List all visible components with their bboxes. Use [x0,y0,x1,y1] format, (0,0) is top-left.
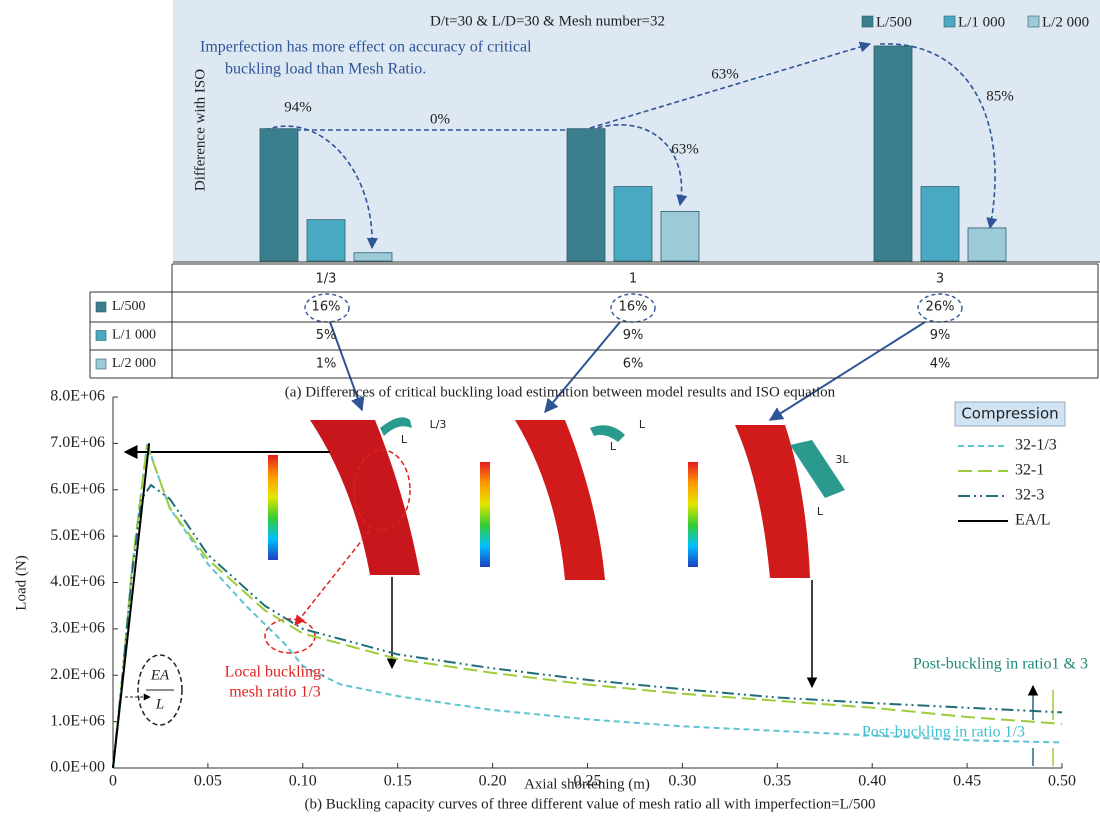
bar [260,129,298,261]
y-tick-label: 5.0E+06 [50,527,105,544]
figure: D/t=30 & L/D=30 & Mesh number=32 Differe… [0,0,1100,818]
annotation: Post-buckling in ratio 1/3 [862,724,1025,741]
legend-label: 32-3 [1015,487,1044,504]
annotation: EA [150,667,170,683]
inset-label: L [401,433,408,446]
legend-label: L/2 000 [1042,14,1089,30]
category-label: 1/3 [316,272,337,287]
x-tick-label: 0.40 [858,773,886,790]
bar [354,253,392,261]
change-label: 94% [284,99,312,115]
legend-label: 32-1/3 [1015,437,1057,454]
annotation: mesh ratio 1/3 [229,684,321,701]
category-label: 1 [629,272,637,287]
legend-swatch [1028,16,1039,27]
y-tick-label: 6.0E+06 [50,480,105,497]
x-tick-label: 0 [109,773,117,790]
legend-label: L/500 [876,14,912,30]
legend-label: 32-1 [1015,462,1044,479]
x-tick-label: 0.05 [194,773,222,790]
y-tick-label: 3.0E+06 [50,620,105,637]
inset-label: 3L [835,453,849,466]
table-value: 16% [619,300,648,315]
annotation: Post-buckling in ratio1 & 3 [913,656,1088,673]
x-tick-label: 0.35 [763,773,791,790]
y-axis-label: Load (N) [13,555,29,610]
y-tick-label: 2.0E+06 [50,666,105,683]
annotation: Local buckling: [225,664,326,681]
annotation: L [155,696,164,712]
legend-swatch [944,16,955,27]
y-tick-label: 1.0E+06 [50,712,105,729]
table-value: 16% [312,300,341,315]
bar-title: D/t=30 & L/D=30 & Mesh number=32 [430,13,665,29]
legend-swatch [96,302,106,312]
caption: (a) Differences of critical buckling loa… [285,384,836,400]
x-tick-label: 0.30 [668,773,696,790]
y-axis-label: Difference with ISO [192,69,208,191]
table-value: 1% [316,357,337,372]
x-tick-label: 0.20 [479,773,507,790]
x-tick-label: 0.25 [574,773,602,790]
table-value: 4% [930,357,951,372]
annotation: Imperfection has more effect on accuracy… [200,39,532,56]
series-line [113,443,149,768]
row-label: L/2 000 [112,356,156,371]
caption: (b) Buckling capacity curves of three di… [305,796,876,812]
legend-label: EA/L [1015,512,1051,529]
bar [968,228,1006,261]
x-tick-label: 0.50 [1048,773,1076,790]
bar [307,220,345,261]
legend-title: Compression [961,405,1058,423]
table-value: 6% [623,357,644,372]
bar [921,187,959,261]
bar [567,129,605,261]
y-tick-label: 4.0E+06 [50,573,105,590]
inset-label: L [610,440,617,453]
x-tick-label: 0.10 [289,773,317,790]
bar [874,46,912,261]
change-label: 0% [430,111,450,127]
legend-swatch [96,331,106,341]
x-tick-label: 0.45 [953,773,981,790]
bar [661,211,699,261]
x-tick-label: 0.15 [384,773,412,790]
table-value: 26% [926,300,955,315]
inset-label: L/3 [430,418,447,431]
y-tick-label: 8.0E+06 [50,388,105,405]
change-label: 85% [986,88,1014,104]
legend-swatch [862,16,873,27]
row-label: L/1 000 [112,328,156,343]
legend-swatch [96,359,106,369]
y-tick-label: 0.0E+00 [50,759,105,776]
inset-label: L [817,505,824,518]
table-value: 5% [316,328,337,343]
bar [614,187,652,261]
table-value: 9% [623,328,644,343]
change-label: 63% [711,66,739,82]
annotation: buckling load than Mesh Ratio. [225,61,426,78]
category-label: 3 [936,272,944,287]
row-label: L/500 [112,299,145,314]
inset-label: L [639,418,646,431]
legend-label: L/1 000 [958,14,1005,30]
change-label: 63% [671,141,699,157]
table-value: 9% [930,328,951,343]
y-tick-label: 7.0E+06 [50,434,105,451]
